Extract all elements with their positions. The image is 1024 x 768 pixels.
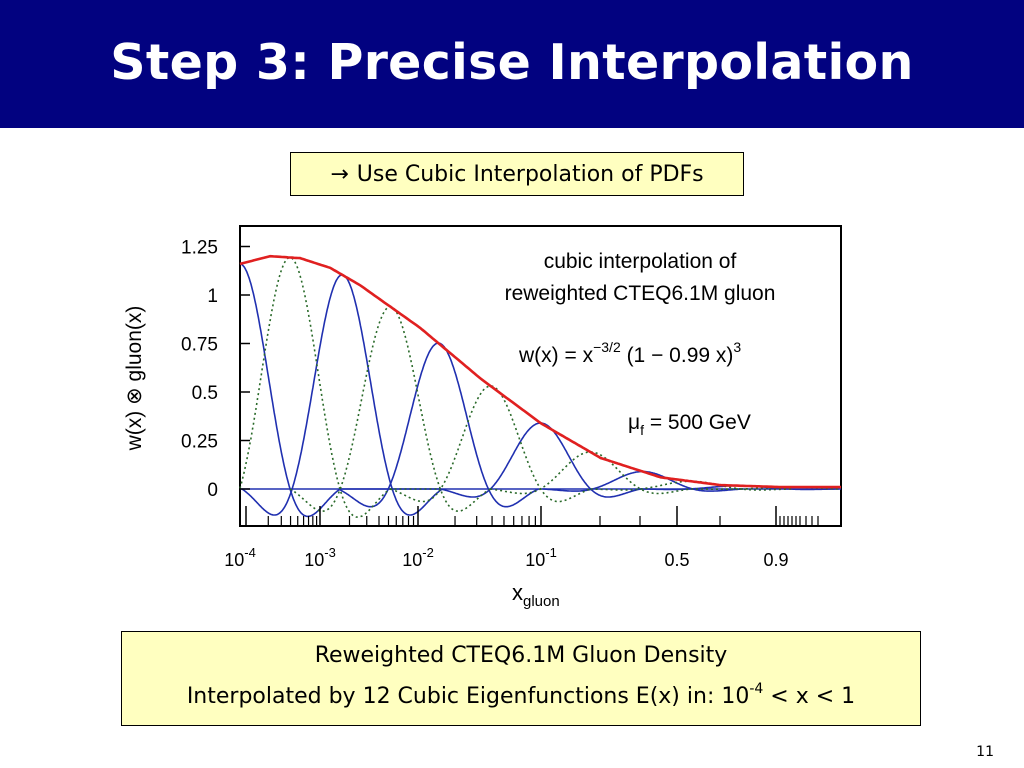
- x-tick-label-2: 10-2: [402, 545, 434, 570]
- x-tick-label-5: 0.9: [763, 550, 788, 570]
- weight-formula: w(x) = x−3/2 (1 − 0.99 x)3: [518, 339, 741, 367]
- y-tick-label-1: 1: [207, 286, 218, 307]
- eigenfunction-curve-9: [490, 451, 691, 495]
- x-axis: 10-4 10-3 10-2 10-1 0.5 0.9: [224, 506, 819, 570]
- summary-line2: Interpolated by 12 Cubic Eigenfunctions …: [186, 681, 856, 709]
- eigenfunction-curve-4: [542, 470, 743, 492]
- x-tick-label-4: 0.5: [664, 550, 689, 570]
- x-axis-label: xgluon: [512, 580, 560, 610]
- annotation-line2: reweighted CTEQ6.1M gluon: [505, 282, 776, 305]
- x-tick-label-1: 10-3: [304, 545, 336, 570]
- plot-frame: [239, 225, 842, 527]
- curves-layer: [239, 254, 841, 519]
- eigenfunction-curve-0: [239, 263, 441, 518]
- envelope-curve: [239, 254, 841, 489]
- y-tick-label-4: 0.25: [181, 432, 218, 453]
- y-tick-label-3: 0.5: [192, 383, 218, 404]
- y-tick-label-2: 0.75: [181, 335, 218, 356]
- annotation-line1: cubic interpolation of: [544, 250, 737, 273]
- y-tick-label-5: 0: [207, 480, 218, 501]
- slide-title: Step 3: Precise Interpolation: [110, 34, 914, 91]
- summary-box: Reweighted CTEQ6.1M Gluon Density Interp…: [121, 631, 921, 726]
- x-tick-label-0: 10-4: [224, 545, 256, 570]
- page-number: 11: [976, 744, 994, 760]
- title-bar: Step 3: Precise Interpolation: [0, 0, 1024, 128]
- eigenfunction-curve-8: [390, 385, 592, 503]
- summary-line1: Reweighted CTEQ6.1M Gluon Density: [314, 643, 728, 668]
- scale-annotation: μf = 500 GeV: [628, 411, 751, 438]
- y-axis: 1.25 1 0.75 0.5 0.25 0: [181, 238, 250, 501]
- callout-box: → Use Cubic Interpolation of PDFs: [290, 152, 744, 196]
- x-tick-label-3: 10-1: [525, 545, 557, 570]
- y-tick-label-0: 1.25: [181, 238, 218, 259]
- y-axis-label: w(x) ⊗ gluon(x): [123, 306, 146, 452]
- right-arrow-icon: →: [330, 161, 349, 187]
- callout-text: Use Cubic Interpolation of PDFs: [356, 161, 704, 187]
